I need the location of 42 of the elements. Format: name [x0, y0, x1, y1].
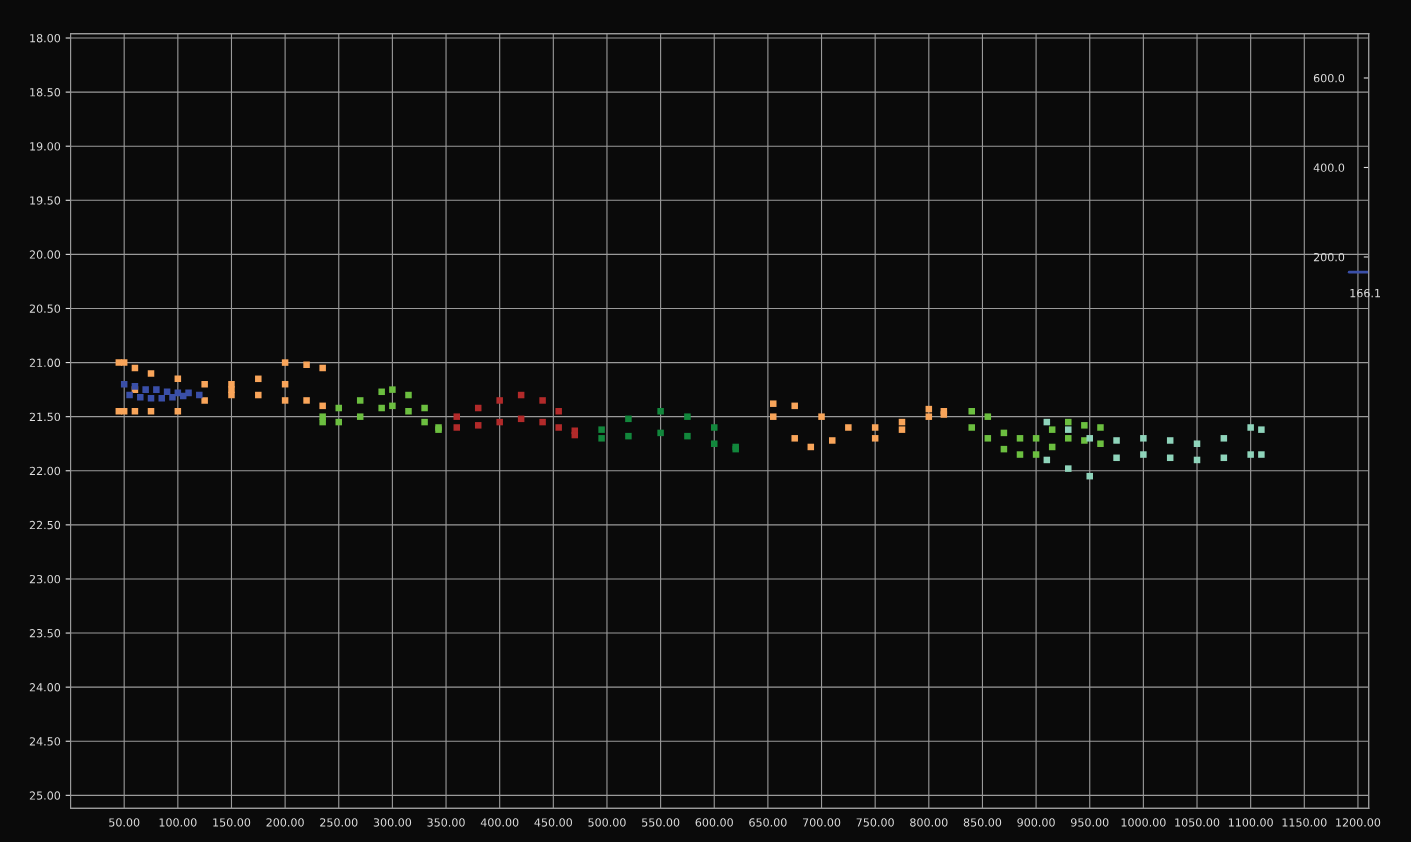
y-tick-label: 20.50 — [29, 304, 61, 313]
x-tick-label: 800.00 — [910, 818, 948, 827]
x-tick-label: 50.00 — [109, 818, 140, 827]
x-tick-label: 300.00 — [373, 818, 412, 827]
x-tick-label: 1050.00 — [1175, 818, 1220, 827]
y-tick-label: 25.00 — [29, 791, 61, 800]
x-tick-label: 750.00 — [856, 818, 894, 827]
x-tick-label: 1100.00 — [1228, 818, 1273, 827]
y-tick-label: 23.50 — [29, 629, 61, 638]
x-tick-label: 450.00 — [534, 818, 573, 827]
x-tick-label: 350.00 — [427, 818, 465, 827]
x-tick-label: 650.00 — [749, 818, 787, 827]
y-tick-label: 22.00 — [29, 466, 61, 476]
y-tick-label: 20.00 — [29, 250, 61, 259]
x-tick-label: 900.00 — [1017, 818, 1055, 827]
y2-tick-label: 600.0 — [1313, 73, 1345, 83]
x-tick-label: 1150.00 — [1282, 818, 1327, 827]
x-tick-label: 150.00 — [213, 818, 251, 827]
y-tick-label: 22.50 — [29, 520, 61, 530]
x-tick-label: 600.00 — [695, 818, 733, 827]
x-tick-label: 250.00 — [320, 818, 358, 827]
y2-tick-label: 200.0 — [1313, 252, 1345, 262]
y-tick-label: 18.00 — [30, 33, 61, 43]
x-tick-label: 200.00 — [266, 818, 304, 827]
x-tick-label: 500.00 — [588, 818, 626, 827]
x-tick-label: 950.00 — [1071, 818, 1109, 827]
y-tick-label: 23.00 — [29, 574, 61, 584]
x-tick-label: 700.00 — [803, 818, 841, 827]
y-tick-label: 19.00 — [30, 142, 61, 151]
y2-tick-label: 400.0 — [1313, 163, 1345, 172]
y-tick-label: 21.00 — [29, 358, 61, 367]
y-tick-label: 18.50 — [30, 88, 61, 97]
x-tick-label: 400.00 — [480, 818, 519, 827]
x-tick-label: 850.00 — [963, 818, 1002, 827]
x-tick-label: 1000.00 — [1121, 818, 1166, 827]
x-tick-label: 550.00 — [642, 818, 680, 827]
y-tick-label: 24.50 — [29, 737, 61, 746]
y-tick-label: 24.00 — [29, 683, 61, 692]
y-tick-label: 19.50 — [30, 196, 61, 205]
x-tick-label: 100.00 — [159, 818, 197, 827]
y-tick-label: 21.50 — [29, 412, 61, 422]
x-tick-label: 1200.00 — [1336, 818, 1381, 827]
